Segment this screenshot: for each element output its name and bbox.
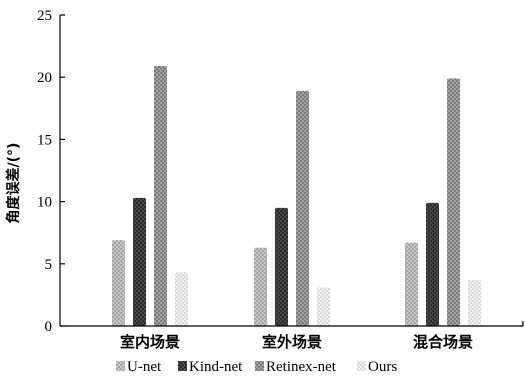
bar-retinex-net-3 (447, 78, 460, 326)
bar-kind-net-3 (426, 202, 439, 326)
legend-swatch-u-net (116, 361, 125, 371)
y-tick-label: 0 (45, 319, 53, 335)
x-category-label: 室内场景 (120, 333, 180, 351)
legend-label: Ours (368, 359, 397, 375)
legend-label: Retinex-net (266, 359, 337, 375)
y-tick-label: 10 (37, 195, 52, 211)
x-category-label: 混合场景 (413, 333, 473, 351)
legend-swatch-retinex-net (255, 361, 264, 371)
y-tick-label: 5 (45, 257, 53, 273)
bar-u-net-3 (405, 242, 418, 326)
legend-swatch-kind-net (178, 361, 187, 371)
x-category-label: 室外场景 (262, 333, 322, 351)
bar-u-net-1 (112, 240, 125, 326)
y-axis-label: 角度误差/(°) (5, 143, 22, 224)
bar-ours-3 (468, 279, 481, 326)
bar-ours-2 (317, 287, 330, 326)
bar-retinex-net-1 (154, 66, 167, 326)
bar-u-net-2 (254, 247, 267, 326)
legend-swatch-ours (357, 361, 366, 371)
legend-label: Kind-net (189, 359, 243, 375)
legend: U-net Kind-net Retinex-net Ours (116, 359, 397, 375)
y-tick-label: 20 (37, 70, 52, 86)
bar-kind-net-2 (275, 207, 288, 326)
y-tick-label: 15 (37, 132, 52, 148)
y-tick-label: 25 (37, 8, 52, 24)
bar-ours-1 (175, 272, 188, 326)
legend-label: U-net (127, 359, 162, 375)
bar-retinex-net-2 (296, 90, 309, 326)
bar-kind-net-1 (133, 197, 146, 326)
